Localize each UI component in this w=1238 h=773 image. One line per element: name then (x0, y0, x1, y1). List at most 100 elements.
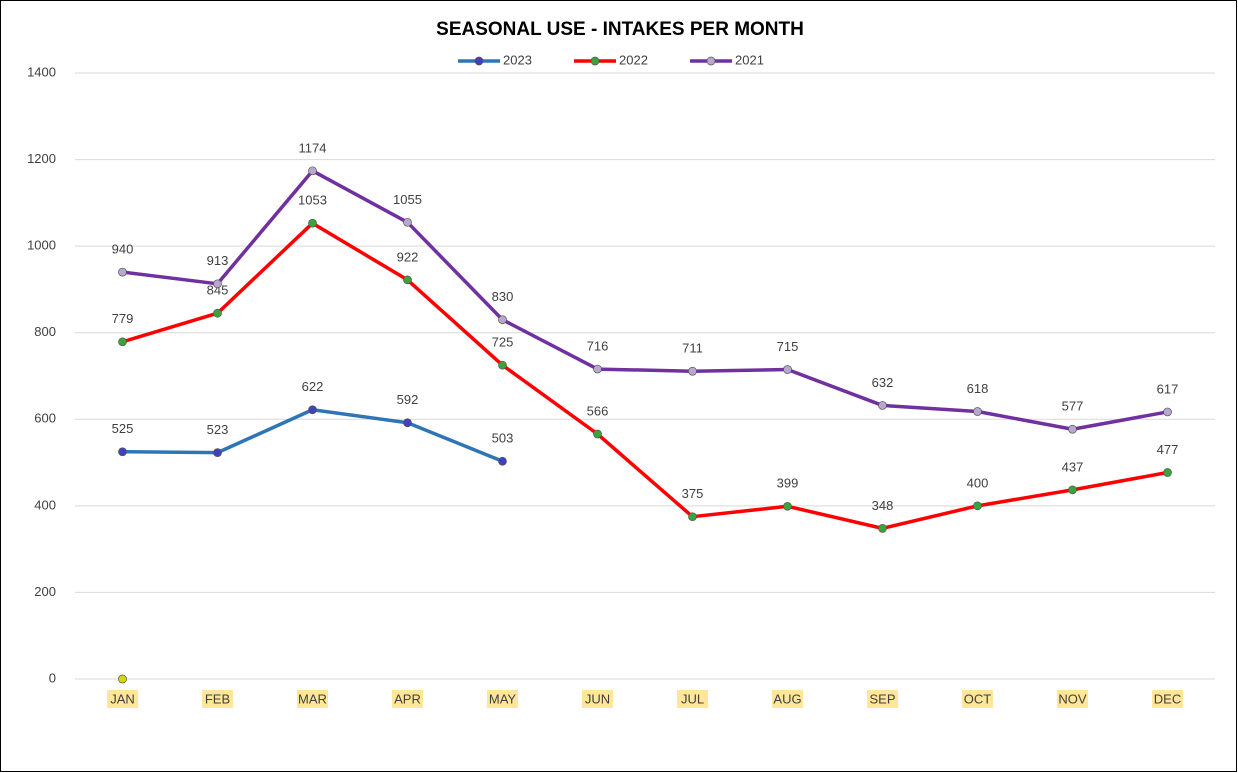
legend-label: 2021 (735, 52, 764, 67)
data-label: 1053 (298, 193, 327, 208)
x-tick-label: DEC (1154, 691, 1181, 706)
marker (783, 365, 792, 374)
data-label: 477 (1157, 442, 1179, 457)
data-label: 632 (872, 375, 894, 390)
data-label: 523 (207, 422, 229, 437)
legend-label: 2022 (619, 52, 648, 67)
data-label: 1174 (299, 140, 327, 155)
marker (973, 501, 982, 511)
marker (783, 501, 792, 511)
series-line (122, 169, 1168, 431)
data-label: 577 (1062, 399, 1084, 414)
x-tick-label-background (202, 690, 233, 708)
data-label: 400 (967, 475, 989, 490)
marker (593, 429, 602, 439)
data-label: 913 (207, 253, 229, 268)
marker (688, 512, 697, 522)
data-label: 618 (967, 381, 989, 396)
data-label: 716 (587, 339, 609, 354)
x-tick-label-background (1152, 690, 1183, 708)
data-label: 617 (1157, 381, 1179, 396)
x-tick-label-background (107, 690, 138, 708)
x-tick-label: JUN (585, 691, 610, 706)
data-label: 1055 (393, 192, 422, 207)
marker (118, 674, 127, 684)
marker (878, 401, 887, 410)
x-tick-label: JAN (110, 691, 135, 706)
x-tick-label-background (772, 690, 803, 708)
marker (973, 407, 982, 416)
marker (213, 279, 222, 289)
x-tick-label-background (962, 690, 993, 708)
marker (1068, 424, 1077, 434)
data-label: 592 (397, 392, 419, 407)
x-tick-label-background (392, 690, 423, 708)
x-tick-label: APR (394, 691, 421, 706)
marker (688, 366, 697, 376)
data-label: 503 (492, 431, 514, 446)
data-label: 525 (112, 421, 134, 436)
marker (403, 275, 412, 285)
marker (1163, 407, 1172, 417)
data-label: 845 (207, 283, 229, 298)
x-tick-label-background (677, 690, 708, 708)
y-tick-label: 600 (34, 411, 56, 426)
legend-marker (474, 56, 484, 66)
y-tick-label: 0 (49, 670, 56, 685)
marker (118, 267, 127, 277)
x-tick-label: MAR (298, 691, 327, 706)
data-label: 399 (777, 476, 799, 491)
x-tick-label-background (297, 690, 328, 708)
legend-label: 2023 (503, 52, 532, 67)
data-label: 711 (682, 341, 703, 356)
x-tick-label: NOV (1058, 691, 1087, 706)
x-tick-label-background (1057, 690, 1088, 708)
marker (118, 447, 127, 457)
x-tick-label: AUG (773, 691, 801, 706)
data-label: 622 (302, 379, 324, 394)
chart-title: SEASONAL USE - INTAKES PER MONTH (436, 19, 804, 40)
marker (403, 217, 412, 227)
marker (593, 364, 602, 374)
x-tick-label: OCT (964, 691, 992, 706)
series-line (121, 221, 1168, 531)
y-tick-label: 1200 (27, 151, 56, 166)
marker (498, 315, 507, 325)
y-tick-label: 800 (34, 324, 56, 339)
marker (1163, 468, 1172, 477)
data-label: 725 (492, 335, 514, 350)
legend-marker (706, 56, 716, 66)
marker (878, 524, 887, 533)
y-tick-label: 200 (34, 584, 56, 599)
marker (213, 448, 222, 457)
marker (498, 456, 507, 466)
data-label: 348 (872, 498, 894, 513)
x-tick-label: FEB (205, 691, 230, 706)
x-tick-label: MAY (489, 691, 517, 706)
x-tick-label-background (867, 690, 898, 708)
data-label: 715 (777, 339, 799, 354)
y-tick-label: 1400 (27, 64, 56, 79)
data-label: 779 (112, 311, 134, 326)
marker (213, 308, 222, 318)
x-tick-label: SEP (869, 691, 895, 706)
marker (1068, 485, 1077, 495)
data-label: 375 (682, 486, 704, 501)
x-tick-label: JUL (681, 691, 704, 706)
data-label: 437 (1062, 459, 1084, 474)
data-label: 566 (587, 403, 609, 418)
data-label: 940 (112, 242, 134, 257)
x-tick-label-background (582, 690, 613, 708)
marker (498, 360, 507, 370)
y-tick-label: 1000 (27, 238, 56, 253)
y-tick-label: 400 (34, 497, 56, 512)
marker (308, 405, 317, 415)
marker (118, 337, 127, 347)
data-label: 830 (492, 289, 514, 304)
marker (308, 218, 317, 228)
marker (403, 418, 412, 428)
x-tick-label-background (487, 690, 518, 708)
